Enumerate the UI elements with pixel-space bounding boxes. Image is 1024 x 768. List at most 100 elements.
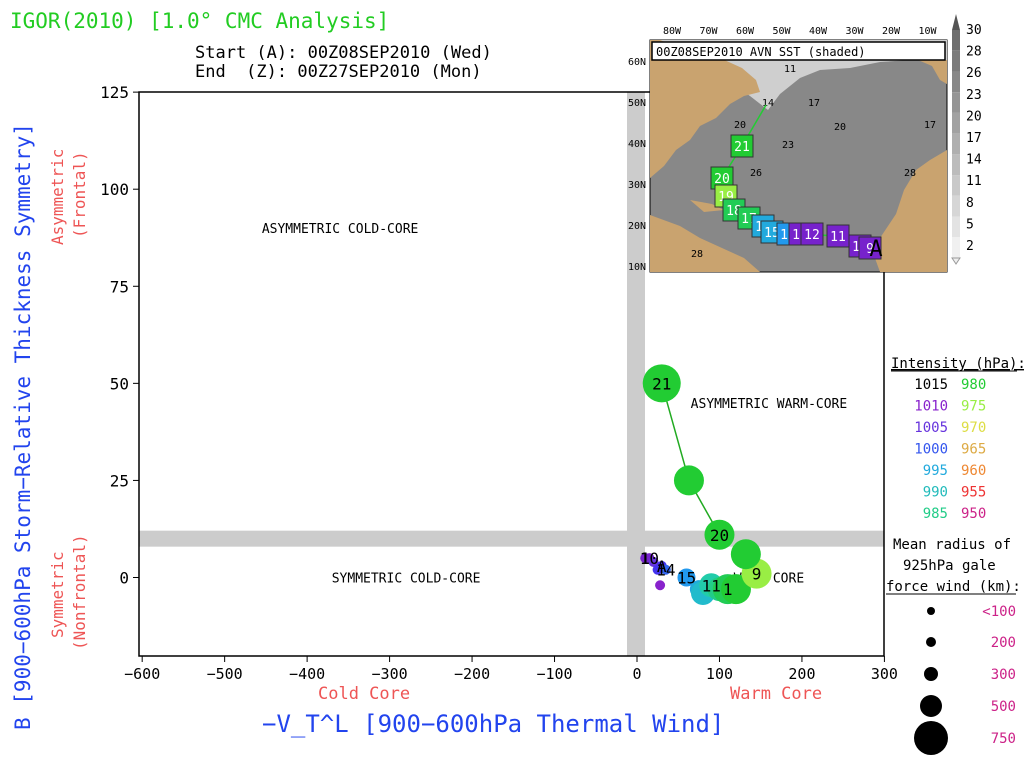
inset-contour-label: 11 [784,64,796,75]
radius-dot [926,637,936,647]
quadrant-label: ASYMMETRIC COLD-CORE [262,222,419,237]
inset-track-label: 9 [866,242,874,257]
colorbar-label: 30 [966,23,982,38]
y-tick-label: 25 [110,471,129,490]
inset-africa [872,150,947,272]
y-tick-label: 75 [110,277,129,296]
track-point [704,519,735,550]
radius-label: 200 [991,635,1016,651]
inset-latitude-label: 30N [628,180,646,191]
x-axis-label-text: −V_T^L [900−600hPa Thermal Wind] [262,710,724,738]
colorbar-label: 28 [966,45,982,60]
inset-longitude-label: 20W [882,26,901,37]
radius-dot [914,721,948,755]
intensity-right-value: 960 [961,463,986,479]
inset-contour-label: 20 [734,120,746,131]
intensity-rows: 1015 980 1010 975 1005 970 1000 965 995 960 990 955… [914,377,986,522]
track-point [648,556,659,567]
inset-title-box [651,41,946,61]
y-axis-ticks: 0 25 50 75 100 125 [100,83,139,588]
y-tick-label: 100 [100,180,129,199]
inset-latitude-label: 60N [628,57,646,68]
track-point-label: 10 [640,549,659,568]
colorbar-bottom-arrow [951,257,961,265]
radius-label: 300 [991,667,1016,683]
colorbar-swatch [952,92,960,113]
intensity-left-value: 990 [923,485,948,501]
inset-longitude-labels: 80W 70W 60W 50W 40W 30W 20W 10W [663,26,938,37]
track-point-label: 15 [677,569,696,588]
inset-track-label: 11 [830,230,846,245]
inset-longitude-label: 80W [663,26,682,37]
y-tick-label: 125 [100,83,129,102]
x-tick-label: 200 [788,665,815,683]
inset-track-label: 15 [764,226,780,241]
chart-title: IGOR(2010) [1.0° CMC Analysis] [10,9,389,33]
colorbar-label: 20 [966,109,982,124]
intensity-left-value: 985 [923,506,948,522]
x-cold-core-label: Cold Core [318,684,410,704]
inset-contour-label: 17 [924,120,936,131]
inset-track-marker [800,222,824,246]
plot-frame [138,91,885,657]
inset-track-label: 12 [804,228,820,243]
inset-latitude-labels: 60N 50N 40N 30N 20N 10N [628,57,646,273]
colorbar-label: 11 [966,174,982,189]
inset-track-label: 21 [734,140,750,155]
quadrant-label: SYMMETRIC COLD-CORE [332,572,481,587]
radius-label: 500 [991,699,1016,715]
inset-europe [918,60,947,84]
colorbar-top-arrow [952,14,960,30]
colorbar-label: 14 [966,153,982,168]
inset-contour-label: 23 [782,140,794,151]
colorbar-swatch [952,112,960,134]
x-tick-label: −200 [454,665,490,683]
inset-contour-label: 26 [750,168,762,179]
inset-longitude-label: 50W [772,26,791,37]
y-tick-label: 50 [110,374,129,393]
y-axis-label-group: B [900−600hPa Storm−Relative Thickness S… [11,123,35,730]
inset-track-label: 20 [714,172,730,187]
y-bottom-sublabel: Symmetric (Nonfrontal) [48,534,89,650]
inset-sst-contour-labels: 11 14 17 20 23 26 17 20 28 28 [691,64,936,260]
start-time: Start (A): 00Z08SEP2010 (Wed) [195,43,492,63]
inset-longitude-label: 60W [736,26,755,37]
inset-latitude-label: 20N [628,221,646,232]
plot-area: −600 −500 −400 −300 −200 −100 0 100 200 300 0 25 50… [100,83,898,683]
x-warm-core-label: Warm Core [730,684,822,704]
y-tick-label: 0 [119,569,129,588]
intensity-left-value: 1000 [914,442,948,458]
intensity-right-value: 950 [961,506,986,522]
x-tick-label: −600 [124,665,160,683]
track-point [677,568,696,587]
inset-track-marker [858,236,882,260]
radius-label: 750 [991,731,1016,747]
intensity-left-value: 1015 [914,377,948,393]
radius-dot [927,607,935,615]
y-bottom-sublabel-line2: (Nonfrontal) [70,534,89,650]
inset-track-start-label: A [869,237,882,262]
inset-cuba [690,200,724,212]
intensity-left-value: 1010 [914,399,948,415]
track-point-label: 14 [656,561,675,580]
radius-label: <100 [982,604,1016,620]
track-point [730,539,761,570]
inset-track-marker [730,134,754,158]
inset-longitude-label: 40W [809,26,828,37]
inset-track-labels: 2120191817161514131211109A [710,134,883,262]
colorbar-swatch [952,195,960,217]
intensity-right-value: 955 [961,485,986,501]
intensity-left-value: 1005 [914,420,948,436]
x-tick-label: −400 [289,665,325,683]
intensity-right-value: 970 [961,420,986,436]
track-point-label: 1 [640,549,650,568]
intensity-right-value: 965 [961,442,986,458]
x-tick-label: −500 [207,665,243,683]
colorbar-swatch [952,216,960,238]
inset-latitude-label: 50N [628,98,646,109]
inset-contour-label: 14 [762,98,774,109]
x-tick-label: 0 [632,665,641,683]
